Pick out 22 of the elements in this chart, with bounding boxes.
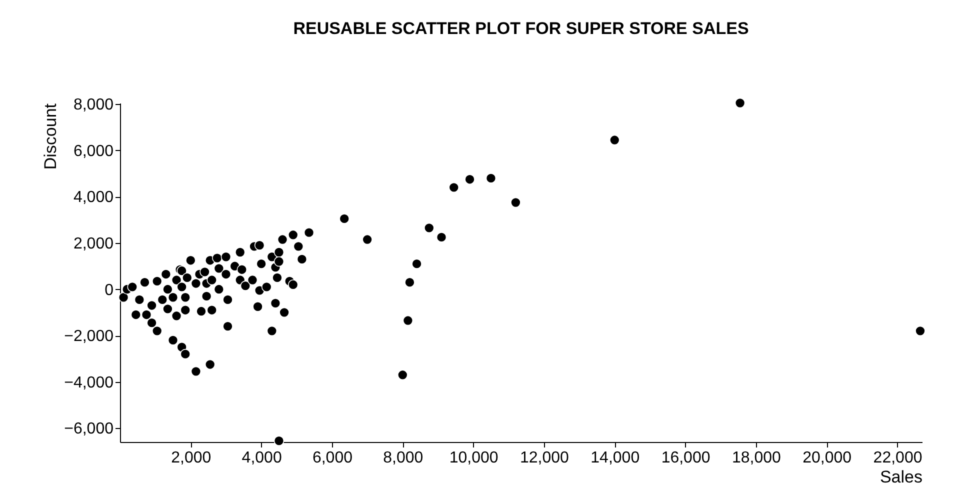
y-tick-label: 0 (104, 282, 114, 299)
y-tick-label: 2,000 (73, 235, 114, 252)
chart-title: REUSABLE SCATTER PLOT FOR SUPER STORE SALES (293, 19, 749, 38)
y-tick-label: −2,000 (64, 328, 114, 346)
y-tick-label: −4,000 (64, 374, 114, 392)
x-axis-title: Sales (880, 468, 922, 486)
x-tick-label: 10,000 (449, 450, 498, 466)
x-tick-label: 12,000 (520, 450, 570, 466)
x-tick-label: 14,000 (590, 450, 640, 466)
y-tick-label: 8,000 (73, 96, 114, 114)
x-tick-label: 6,000 (312, 450, 353, 466)
y-tick-label: 6,000 (73, 142, 114, 160)
y-tick-label: −6,000 (64, 420, 114, 438)
x-tick-label: 8,000 (383, 450, 424, 466)
x-tick-label: 2,000 (171, 450, 212, 466)
x-tick-label: 20,000 (802, 450, 852, 466)
y-axis-title: Discount (41, 103, 60, 170)
y-tick-label: 4,000 (73, 189, 114, 206)
x-tick-label: 4,000 (242, 450, 282, 466)
x-tick-label: 18,000 (732, 450, 782, 466)
x-tick-label: 22,000 (873, 450, 922, 466)
x-tick-label: 16,000 (661, 450, 710, 466)
